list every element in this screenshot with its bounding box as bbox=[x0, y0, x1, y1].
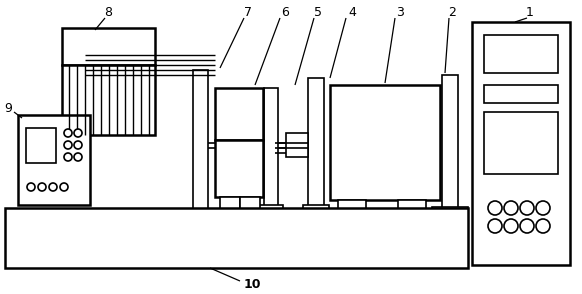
Circle shape bbox=[64, 153, 72, 161]
Bar bbox=[398, 200, 426, 217]
Text: 10: 10 bbox=[243, 278, 261, 290]
Text: 4: 4 bbox=[348, 6, 356, 19]
Bar bbox=[62, 28, 155, 65]
Text: 7: 7 bbox=[244, 6, 252, 19]
Circle shape bbox=[38, 183, 46, 191]
Bar bbox=[303, 205, 329, 217]
Text: 9: 9 bbox=[4, 101, 12, 114]
Bar bbox=[338, 200, 366, 217]
Circle shape bbox=[64, 141, 72, 149]
Circle shape bbox=[60, 183, 68, 191]
Bar bbox=[308, 78, 324, 208]
Circle shape bbox=[64, 129, 72, 137]
Text: 6: 6 bbox=[281, 6, 289, 19]
Circle shape bbox=[74, 153, 82, 161]
Bar bbox=[5, 208, 468, 268]
Bar bbox=[442, 75, 458, 210]
Bar bbox=[484, 85, 558, 103]
Bar bbox=[264, 88, 278, 208]
Text: 8: 8 bbox=[104, 6, 112, 19]
Text: 3: 3 bbox=[396, 6, 404, 19]
Bar bbox=[26, 128, 56, 163]
Circle shape bbox=[520, 201, 534, 215]
Circle shape bbox=[504, 201, 518, 215]
Circle shape bbox=[27, 183, 35, 191]
Bar bbox=[484, 35, 558, 73]
Circle shape bbox=[520, 219, 534, 233]
Circle shape bbox=[536, 201, 550, 215]
Bar bbox=[240, 197, 260, 214]
Bar bbox=[432, 207, 468, 217]
Bar bbox=[193, 70, 208, 215]
Bar bbox=[472, 22, 570, 265]
Circle shape bbox=[74, 129, 82, 137]
Text: 5: 5 bbox=[314, 6, 322, 19]
Bar bbox=[286, 133, 308, 157]
Bar bbox=[330, 85, 440, 200]
Circle shape bbox=[74, 141, 82, 149]
Bar bbox=[62, 65, 155, 135]
Bar bbox=[484, 112, 558, 174]
Circle shape bbox=[536, 219, 550, 233]
Text: 1: 1 bbox=[526, 6, 534, 19]
Bar bbox=[215, 88, 263, 140]
Circle shape bbox=[49, 183, 57, 191]
Circle shape bbox=[488, 201, 502, 215]
Bar bbox=[215, 140, 263, 197]
Circle shape bbox=[504, 219, 518, 233]
Bar bbox=[186, 213, 216, 217]
Bar bbox=[259, 205, 283, 217]
Circle shape bbox=[488, 219, 502, 233]
Text: 2: 2 bbox=[448, 6, 456, 19]
Bar bbox=[220, 197, 240, 214]
Bar bbox=[18, 115, 90, 205]
